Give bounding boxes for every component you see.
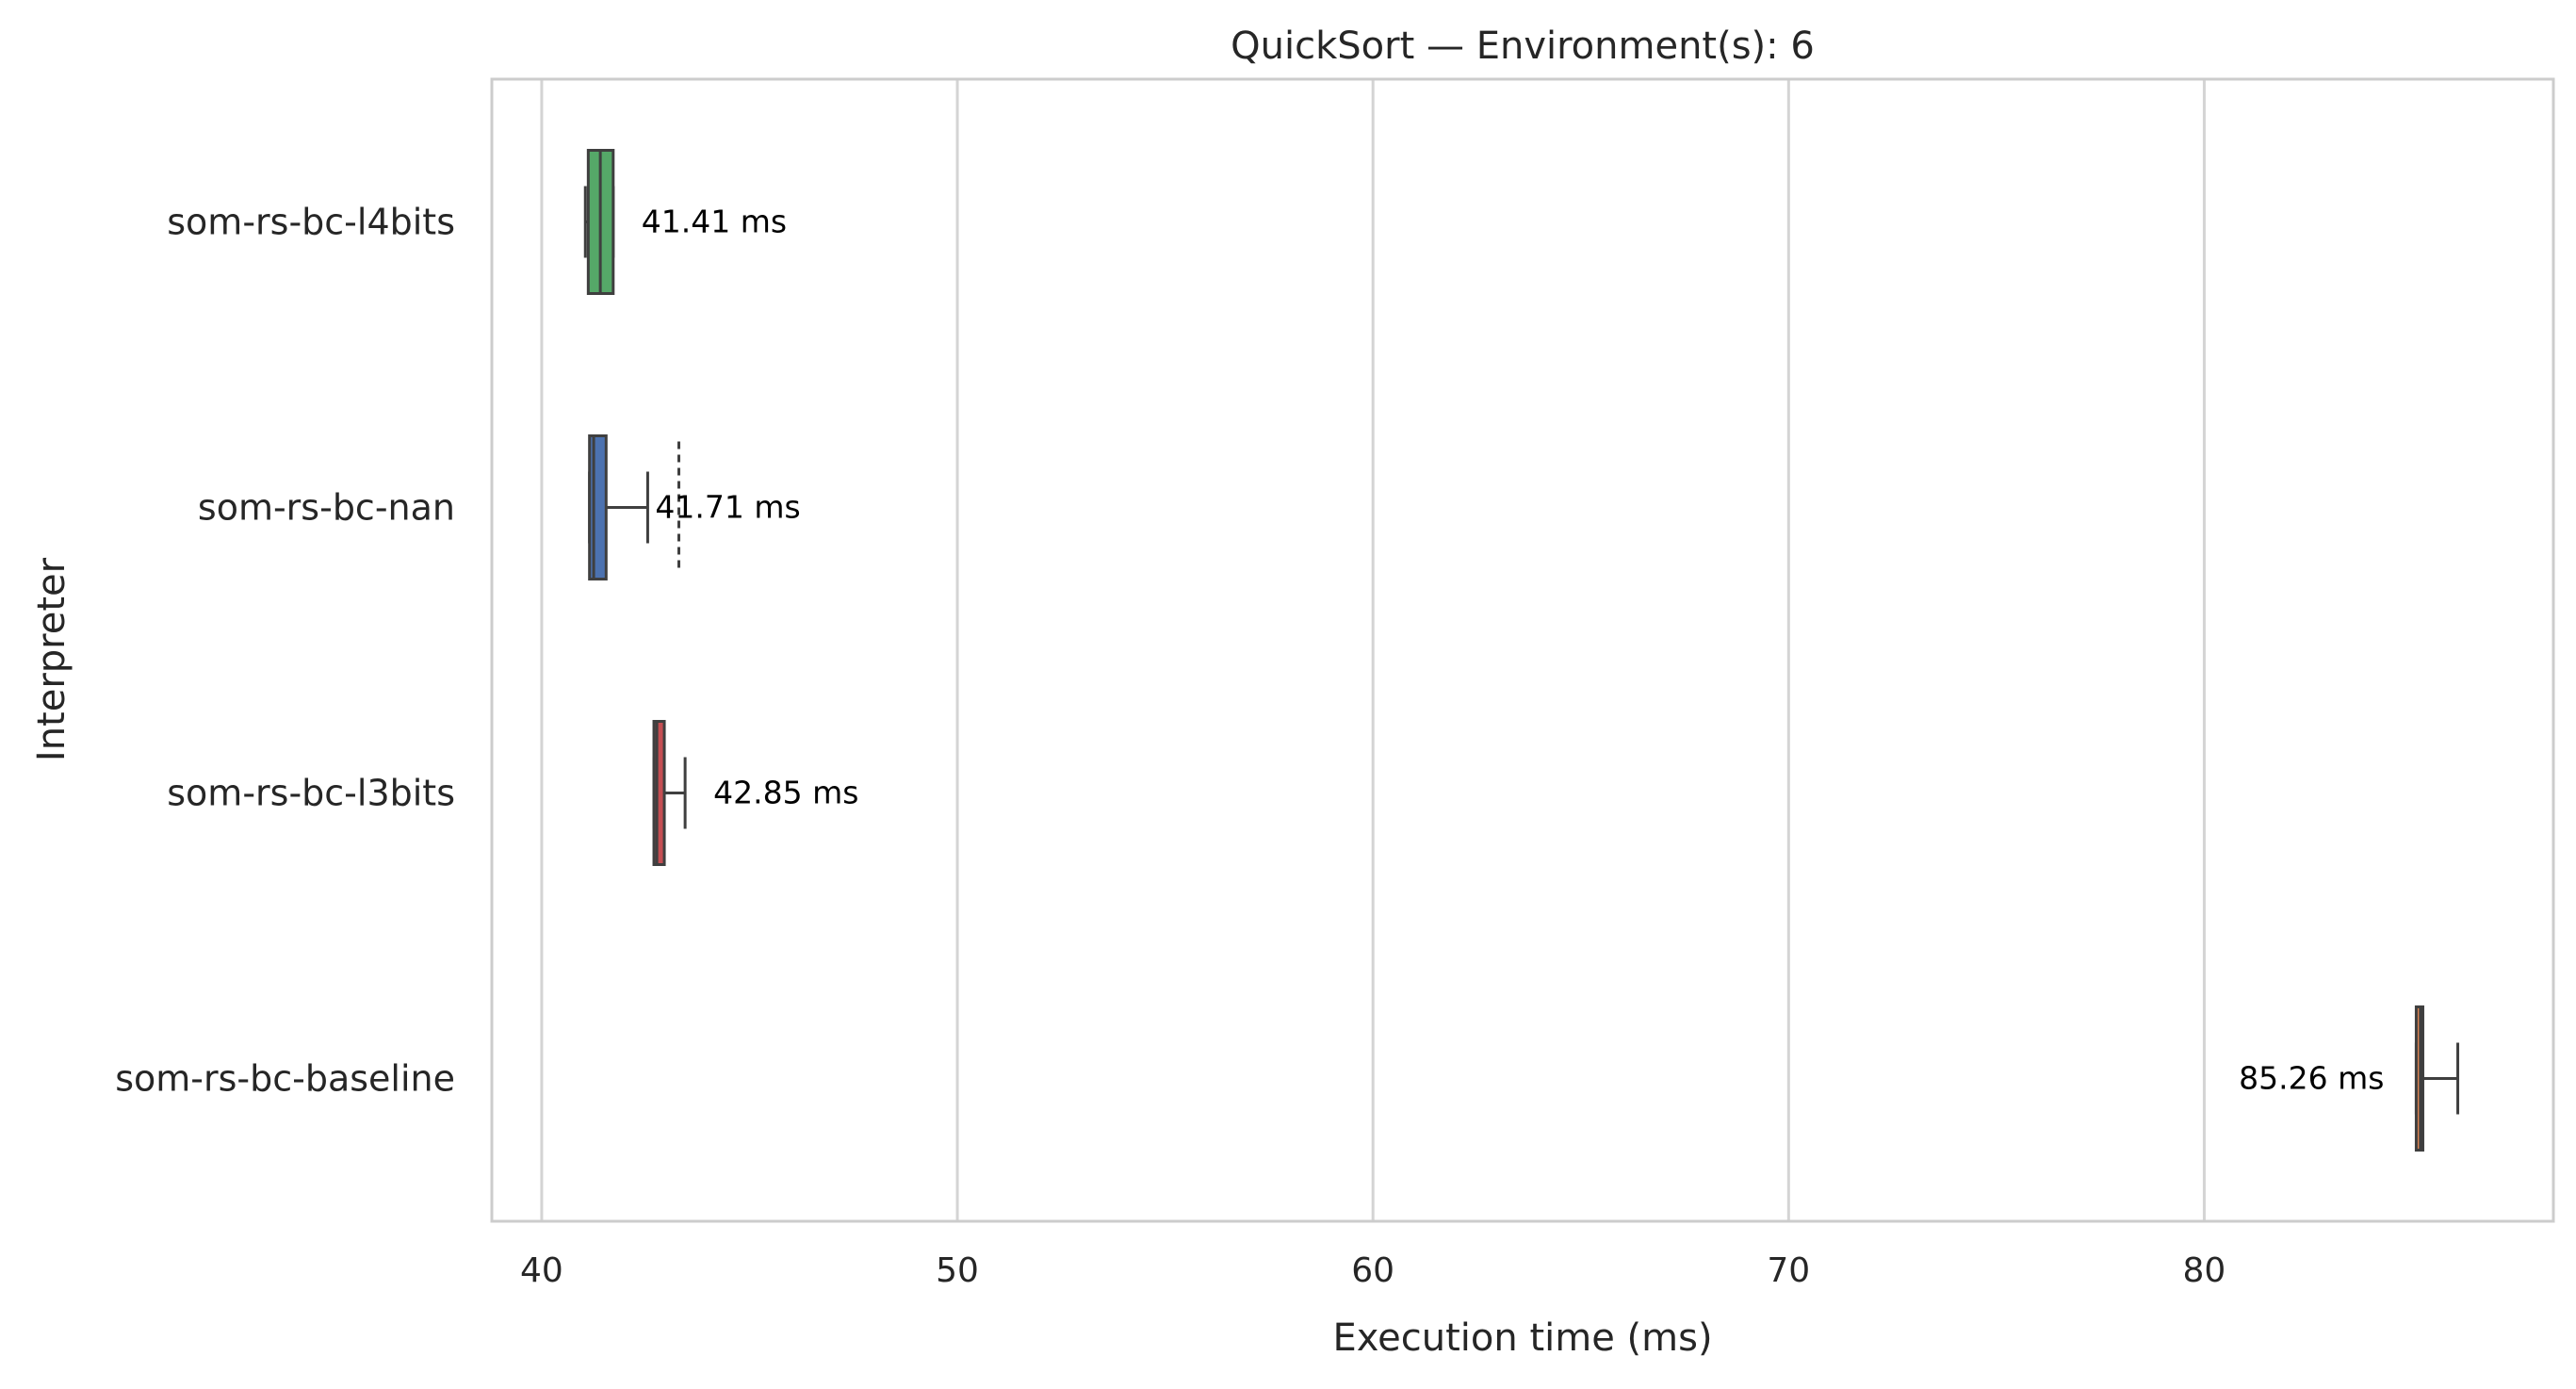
y-category-label: som-rs-bc-l4bits xyxy=(167,202,455,243)
plot-frame xyxy=(490,77,2555,1223)
plot-area xyxy=(492,79,2553,1221)
median-value-label: 85.26 ms xyxy=(2239,1060,2384,1097)
median-value-label: 41.71 ms xyxy=(655,489,800,526)
y-category-label: som-rs-bc-l3bits xyxy=(167,773,455,814)
boxes: 41.41 ms 41.71 ms 42.85 ms 85.26 ms xyxy=(583,149,2460,1152)
box-rect xyxy=(588,434,608,580)
box-group: 41.41 ms xyxy=(583,149,787,295)
box-group: 42.85 ms xyxy=(652,720,858,866)
y-category-label: som-rs-bc-nan xyxy=(198,487,455,529)
x-tick-label: 50 xyxy=(936,1251,979,1290)
y-category-label: som-rs-bc-baseline xyxy=(115,1058,455,1100)
median-value-label: 41.41 ms xyxy=(642,204,787,240)
y-axis-label: Interpreter xyxy=(30,557,73,761)
grid-lines xyxy=(540,79,2206,1221)
x-tick-label: 80 xyxy=(2183,1251,2226,1290)
x-tick-label: 40 xyxy=(520,1251,563,1290)
x-axis-label: Execution time (ms) xyxy=(1332,1316,1712,1360)
box-group: 41.71 ms xyxy=(588,434,801,580)
x-tick-labels: 40 50 60 70 80 xyxy=(520,1251,2225,1290)
box-group: 85.26 ms xyxy=(2239,1005,2460,1152)
chart-title: QuickSort — Environment(s): 6 xyxy=(1231,25,1815,68)
median-value-label: 42.85 ms xyxy=(713,775,858,811)
x-tick-label: 60 xyxy=(1351,1251,1394,1290)
x-tick-label: 70 xyxy=(1767,1251,1810,1290)
y-category-labels: som-rs-bc-l4bits som-rs-bc-nan som-rs-bc-l… xyxy=(115,202,455,1100)
box-rect xyxy=(652,720,666,866)
